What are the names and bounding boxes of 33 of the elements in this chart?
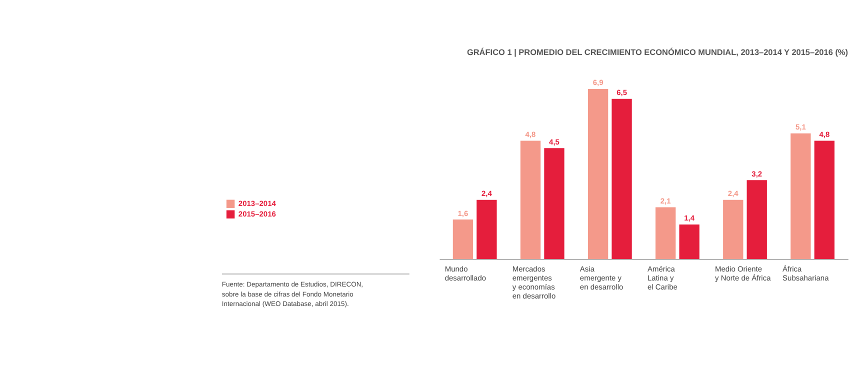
data-label: 1,4 — [684, 214, 696, 223]
x-tick-label: Mundo desarrollado — [444, 264, 486, 282]
bar — [544, 148, 564, 259]
data-label: 6,9 — [592, 78, 604, 88]
x-tick-label: Asia emergente y en desarrollo — [580, 264, 624, 292]
bar — [588, 88, 608, 259]
bar — [656, 207, 676, 259]
bar — [520, 140, 541, 259]
chart-title: GRÁFICO 1 | PROMEDIO DEL CRECIMIENTO ECONÓMICO MUNDIAL, 2013–2014 Y 2015–2016 (%) — [466, 47, 848, 58]
x-tick-label: Medio Oriente y Norte de África — [715, 264, 772, 282]
data-label: 5,1 — [795, 122, 806, 132]
bar — [790, 133, 811, 259]
bar — [476, 200, 497, 259]
x-tick-label: África Subsahariana — [782, 264, 830, 282]
legend-label: 2013–2014 — [238, 199, 277, 208]
legend-label: 2015–2016 — [238, 210, 276, 219]
x-tick-label: América Latina y el Caribe — [647, 264, 678, 292]
data-label: 4,8 — [525, 130, 536, 139]
data-label: 2,1 — [660, 196, 671, 206]
bar — [452, 220, 474, 259]
bar — [746, 180, 767, 259]
bar — [679, 224, 700, 259]
bar — [814, 140, 834, 259]
data-label: 1,6 — [458, 208, 468, 218]
x-tick-label: Mercados emergentes y economías en desarrollo — [512, 264, 556, 300]
bar — [723, 200, 744, 259]
data-label: 6,5 — [616, 88, 627, 98]
bar — [612, 98, 632, 259]
data-label: 4,5 — [549, 137, 560, 146]
data-label: 4,8 — [819, 130, 830, 139]
data-label: 2,4 — [728, 189, 740, 198]
data-label: 2,4 — [481, 189, 493, 198]
data-label: 3,2 — [752, 169, 762, 178]
